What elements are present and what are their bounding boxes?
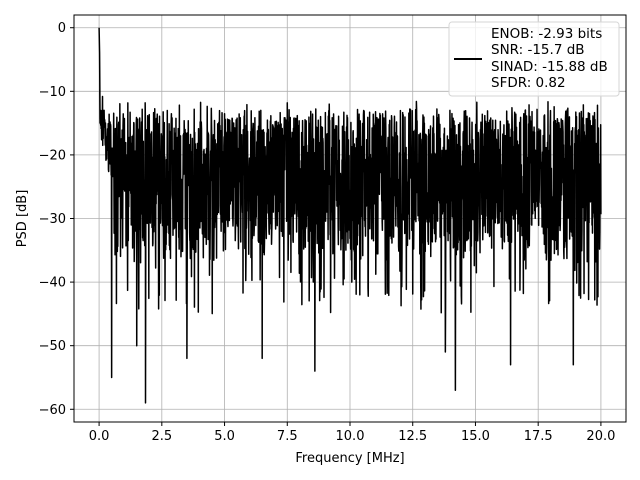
plot-area — [98, 27, 602, 404]
y-tick-label: −10 — [39, 85, 66, 100]
x-tick-label: 2.5 — [151, 429, 172, 444]
x-tick-label: 5.0 — [214, 429, 235, 444]
x-tick-label: 10.0 — [336, 429, 365, 444]
legend: ENOB: -2.93 bits SNR: -15.7 dB SINAD: -1… — [448, 21, 620, 97]
y-axis-label: PSD [dB] — [15, 190, 30, 248]
x-tick-label: 20.0 — [586, 429, 615, 444]
legend-box — [448, 21, 620, 97]
legend-sinad: SINAD: -15.88 dB — [491, 59, 608, 75]
legend-snr: SNR: -15.7 dB — [491, 42, 585, 58]
x-tick-label: 15.0 — [461, 429, 490, 444]
y-tick-label: −30 — [39, 212, 66, 227]
x-tick-label: 0.0 — [89, 429, 110, 444]
y-tick-label: −40 — [39, 276, 66, 291]
y-tick-label: 0 — [58, 21, 66, 36]
y-tick-label: −60 — [39, 403, 66, 418]
y-tick-label: −50 — [39, 339, 66, 354]
x-axis-label: Frequency [MHz] — [295, 451, 404, 466]
legend-enob: ENOB: -2.93 bits — [491, 26, 602, 42]
y-axis-ticks: 0 −10 −20 −30 −40 −50 −60 — [39, 21, 74, 418]
x-tick-label: 12.5 — [398, 429, 427, 444]
y-tick-label: −20 — [39, 148, 66, 163]
x-axis-ticks: 0.0 2.5 5.0 7.5 10.0 12.5 15.0 17.5 20.0 — [89, 422, 615, 444]
legend-sfdr: SFDR: 0.82 — [491, 75, 566, 91]
psd-series-line — [98, 27, 602, 404]
x-tick-label: 7.5 — [277, 429, 298, 444]
x-tick-label: 17.5 — [524, 429, 553, 444]
